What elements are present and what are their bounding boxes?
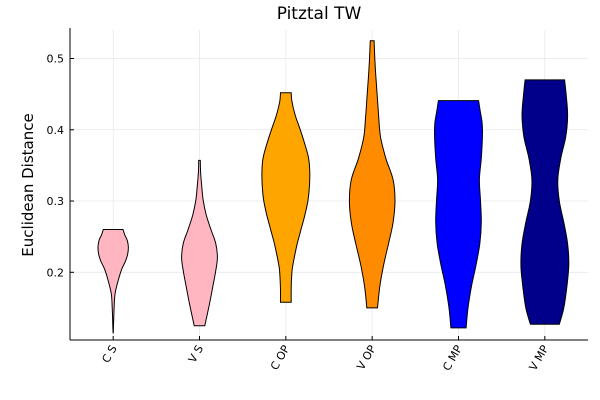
violin-v-op bbox=[348, 40, 396, 309]
y-tick-labels: 0.2 0.3 0.4 0.5 bbox=[47, 53, 74, 279]
violin-v-s bbox=[181, 159, 218, 327]
violin-c-op bbox=[261, 92, 311, 303]
x-tick-label: V MP bbox=[527, 343, 552, 373]
y-tick-label: 0.3 bbox=[47, 195, 65, 208]
grid bbox=[70, 30, 588, 340]
y-axis-label: Euclidean Distance bbox=[19, 113, 37, 256]
x-tick-label: C S bbox=[99, 343, 119, 365]
y-tick-label: 0.5 bbox=[47, 53, 65, 66]
x-tick-label: C MP bbox=[440, 343, 465, 373]
violin-v-mp bbox=[520, 79, 570, 325]
violins bbox=[97, 40, 570, 334]
x-tick-label: V S bbox=[186, 343, 206, 365]
violin-c-mp bbox=[434, 100, 483, 329]
violin-c-s bbox=[97, 229, 129, 334]
chart-title: Pitztal TW bbox=[277, 4, 362, 24]
y-tick-label: 0.2 bbox=[47, 266, 65, 279]
x-tick-labels: C S V S C OP V OP C MP V MP bbox=[99, 336, 552, 373]
axes bbox=[69, 28, 588, 341]
x-tick-label: C OP bbox=[268, 343, 293, 373]
y-tick-label: 0.4 bbox=[47, 124, 65, 137]
x-tick-label: V OP bbox=[354, 343, 379, 373]
